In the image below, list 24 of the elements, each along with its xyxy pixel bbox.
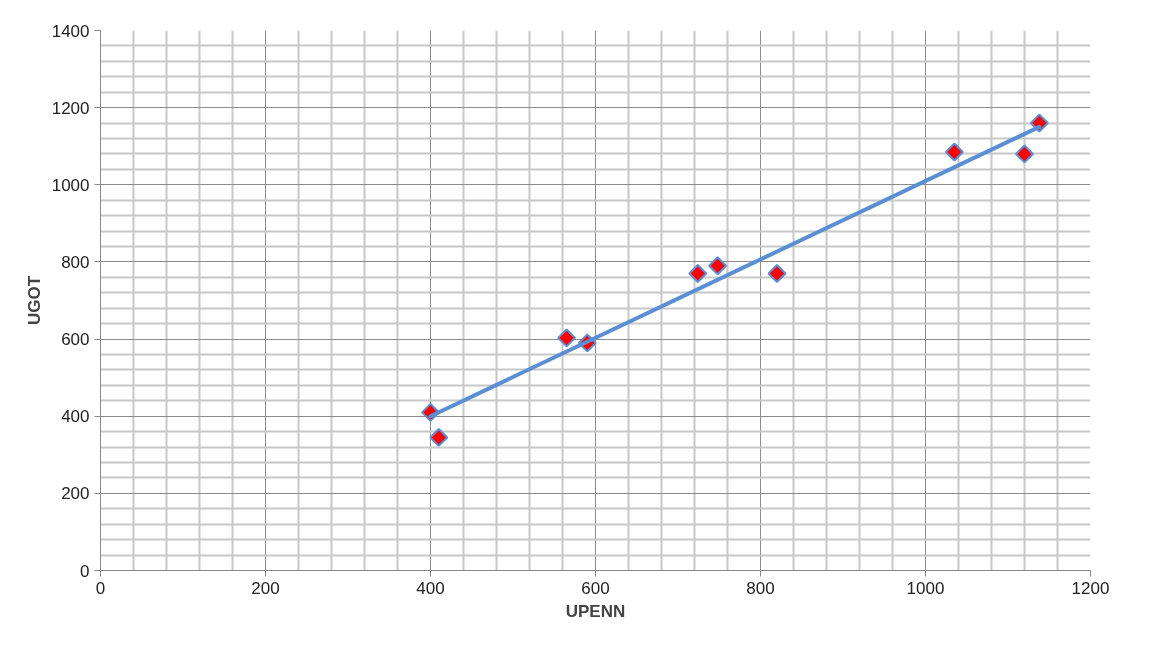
point: [688, 264, 708, 283]
x-tick-label: 1000: [906, 578, 945, 598]
x-tick-label: 1200: [1071, 578, 1110, 598]
point: [1015, 144, 1034, 164]
x-tick-label: 0: [95, 578, 106, 598]
y-tick-label: 1400: [51, 21, 90, 41]
y-tick-label: 400: [61, 407, 90, 427]
y-axis-title: UGOT: [24, 275, 44, 326]
x-axis-title: UPENN: [565, 601, 626, 621]
x-tick-label: 400: [416, 578, 445, 598]
y-tick-label: 200: [61, 484, 90, 504]
y-tick-label: 600: [61, 330, 90, 350]
y-tick-label: 1000: [51, 175, 90, 195]
x-tick-label: 200: [251, 578, 280, 598]
point: [944, 142, 964, 162]
y-tick-label: 1200: [51, 98, 90, 118]
point: [767, 264, 787, 283]
point: [557, 328, 577, 348]
x-tick-label: 600: [581, 578, 610, 598]
point: [708, 256, 728, 276]
x-tick-label: 800: [746, 578, 775, 598]
y-tick-label: 800: [61, 252, 90, 272]
y-tick-label: 0: [80, 561, 90, 581]
point: [429, 427, 449, 447]
